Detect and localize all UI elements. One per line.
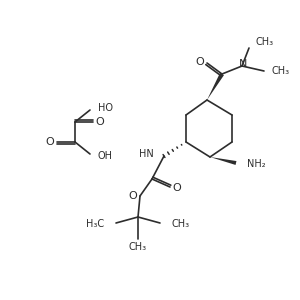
- Text: O: O: [196, 57, 204, 67]
- Text: O: O: [129, 191, 137, 201]
- Polygon shape: [210, 157, 236, 165]
- Polygon shape: [207, 73, 224, 100]
- Text: N: N: [239, 59, 247, 69]
- Text: CH₃: CH₃: [256, 37, 274, 47]
- Text: CH₃: CH₃: [271, 66, 289, 76]
- Text: O: O: [46, 137, 54, 147]
- Text: O: O: [96, 117, 104, 127]
- Text: HN: HN: [139, 149, 154, 159]
- Text: NH₂: NH₂: [247, 159, 266, 169]
- Text: O: O: [172, 183, 182, 193]
- Text: H₃C: H₃C: [86, 219, 104, 229]
- Text: OH: OH: [98, 151, 113, 161]
- Text: CH₃: CH₃: [172, 219, 190, 229]
- Text: HO: HO: [98, 103, 113, 113]
- Text: CH₃: CH₃: [129, 242, 147, 252]
